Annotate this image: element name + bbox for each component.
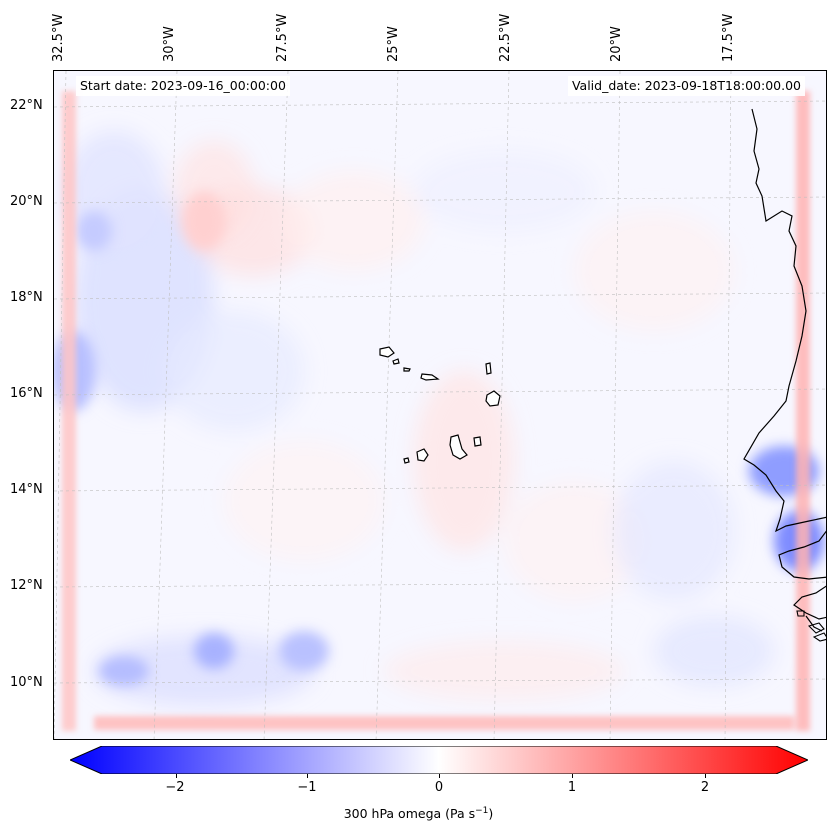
- lon-label-30w: 30°W: [162, 26, 177, 62]
- lon-label-20w: 20°W: [609, 26, 624, 62]
- colorbar-tickmark: [572, 774, 573, 778]
- colorbar-tick-label: 1: [567, 780, 577, 795]
- colorbar-label-text: 300 hPa omega (Pa s: [343, 806, 476, 822]
- colorbar-tickmark: [705, 774, 706, 778]
- colorbar-tick-label: 0: [434, 780, 444, 795]
- lat-label-12n: 12°N: [10, 578, 43, 593]
- lon-label-32-5w: 32.5°W: [51, 13, 66, 62]
- omega-field-map: [54, 71, 826, 739]
- colorbar-gradient: [68, 745, 810, 775]
- bijagos-islands: [796, 610, 826, 642]
- omega-patches: [64, 131, 774, 706]
- colorbar-tick-label: 2: [700, 780, 710, 795]
- colorbar-tickmark: [307, 774, 308, 778]
- graticule: [54, 71, 826, 739]
- lat-label-22n: 22°N: [10, 98, 43, 113]
- boundary-bands: [62, 91, 810, 731]
- colorbar-label: 300 hPa omega (Pa s−1): [0, 806, 837, 821]
- lat-label-18n: 18°N: [10, 290, 43, 305]
- colorbar-tickmark: [176, 774, 177, 778]
- lon-label-25w: 25°W: [386, 26, 401, 62]
- lat-label-20n: 20°N: [10, 194, 43, 209]
- colorbar-label-close: ): [488, 806, 494, 822]
- valid-date-label: Valid_date: 2023-09-18T18:00:00.00: [567, 76, 805, 96]
- colorbar-label-exponent: −1: [475, 806, 489, 816]
- colorbar-tick-label: −1: [297, 780, 317, 795]
- colorbar-tick-label: −2: [165, 780, 185, 795]
- lat-label-14n: 14°N: [10, 482, 43, 497]
- colorbar-tickmark: [439, 774, 440, 778]
- lon-label-27-5w: 27.5°W: [275, 13, 290, 62]
- map-frame: [53, 70, 827, 740]
- lon-label-17-5w: 17.5°W: [721, 13, 736, 62]
- colorbar-svg: [68, 745, 810, 775]
- lat-label-16n: 16°N: [10, 386, 43, 401]
- lon-label-22-5w: 22.5°W: [498, 13, 513, 62]
- start-date-label: Start date: 2023-09-16_00:00:00: [76, 76, 290, 96]
- cape-verde-islands: [379, 346, 501, 464]
- africa-coastline: [743, 108, 826, 632]
- lat-label-10n: 10°N: [10, 675, 43, 690]
- colorbar: [68, 745, 810, 775]
